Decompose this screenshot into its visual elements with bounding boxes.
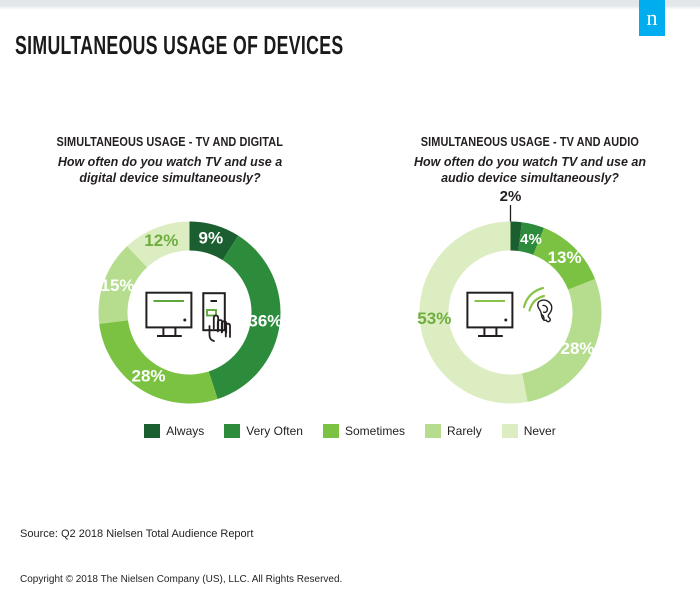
svg-text:15%: 15% bbox=[100, 276, 134, 295]
svg-text:36%: 36% bbox=[248, 312, 282, 331]
svg-text:13%: 13% bbox=[548, 248, 582, 267]
svg-text:4%: 4% bbox=[520, 231, 542, 248]
svg-text:2%: 2% bbox=[500, 188, 522, 205]
svg-text:9%: 9% bbox=[199, 228, 224, 247]
svg-text:12%: 12% bbox=[144, 231, 178, 250]
svg-text:53%: 53% bbox=[417, 309, 451, 328]
svg-text:28%: 28% bbox=[131, 367, 165, 386]
